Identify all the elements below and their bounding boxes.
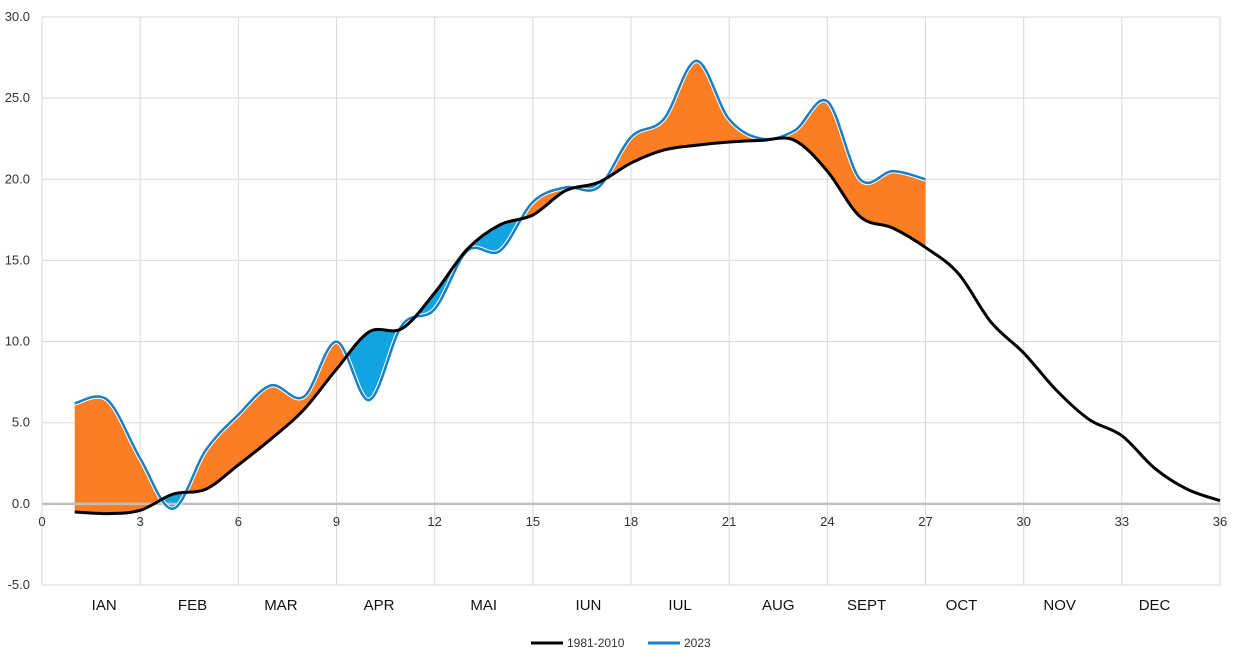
series-lines (74, 58, 1221, 516)
month-label: APR (364, 597, 395, 614)
series-2023-line (74, 59, 926, 510)
x-tick-label: 6 (235, 514, 242, 529)
month-label: NOV (1043, 597, 1076, 614)
month-label: FEB (178, 597, 207, 614)
y-tick-labels: -5.0 0.0 5.0 10.0 15.0 20.0 25.0 30.0 (5, 9, 30, 592)
x-tick-label: 0 (38, 514, 45, 529)
x-tick-label: 36 (1213, 514, 1227, 529)
fill-area-8 (606, 60, 926, 248)
month-labels: IAN FEB MAR APR MAI IUN IUL AUG SEPT OCT NOV DEC (92, 597, 1171, 614)
legend-label: 1981-2010 (567, 636, 625, 650)
month-label: AUG (762, 597, 795, 614)
x-tick-label: 15 (526, 514, 540, 529)
month-label: IUL (668, 597, 691, 614)
x-tick-labels: 0 3 6 9 12 15 18 21 24 27 30 33 36 (38, 514, 1227, 529)
month-label: IUN (576, 597, 602, 614)
series-1981-2010-line (74, 136, 1221, 516)
y-tick-label: 25.0 (5, 90, 30, 105)
fill-area-5 (416, 218, 522, 317)
month-label: MAI (470, 597, 497, 614)
y-tick-label: 20.0 (5, 171, 30, 186)
x-tick-label: 27 (918, 514, 932, 529)
month-label: MAR (264, 597, 298, 614)
y-tick-label: 15.0 (5, 252, 30, 267)
x-tick-label: 12 (427, 514, 441, 529)
y-tick-label: 30.0 (5, 9, 30, 24)
y-tick-label: 10.0 (5, 334, 30, 349)
x-tick-label: 9 (333, 514, 340, 529)
fill-area-0 (74, 396, 162, 514)
fill-area-2 (186, 341, 347, 493)
month-label: IAN (92, 597, 117, 614)
grid-lines (41, 16, 1221, 586)
month-label: SEPT (847, 597, 886, 614)
month-label: OCT (946, 597, 978, 614)
legend-label: 2023 (684, 636, 711, 650)
legend: 1981-2010 2023 (531, 636, 711, 650)
fill-area-3 (346, 328, 401, 400)
x-tick-label: 21 (722, 514, 736, 529)
month-label: DEC (1139, 597, 1171, 614)
x-tick-label: 3 (137, 514, 144, 529)
y-tick-label: 0.0 (12, 496, 30, 511)
x-tick-label: 30 (1016, 514, 1030, 529)
x-tick-label: 18 (624, 514, 638, 529)
x-tick-label: 33 (1115, 514, 1129, 529)
x-tick-label: 24 (820, 514, 834, 529)
y-tick-label: -5.0 (8, 577, 30, 592)
y-tick-label: 5.0 (12, 415, 30, 430)
